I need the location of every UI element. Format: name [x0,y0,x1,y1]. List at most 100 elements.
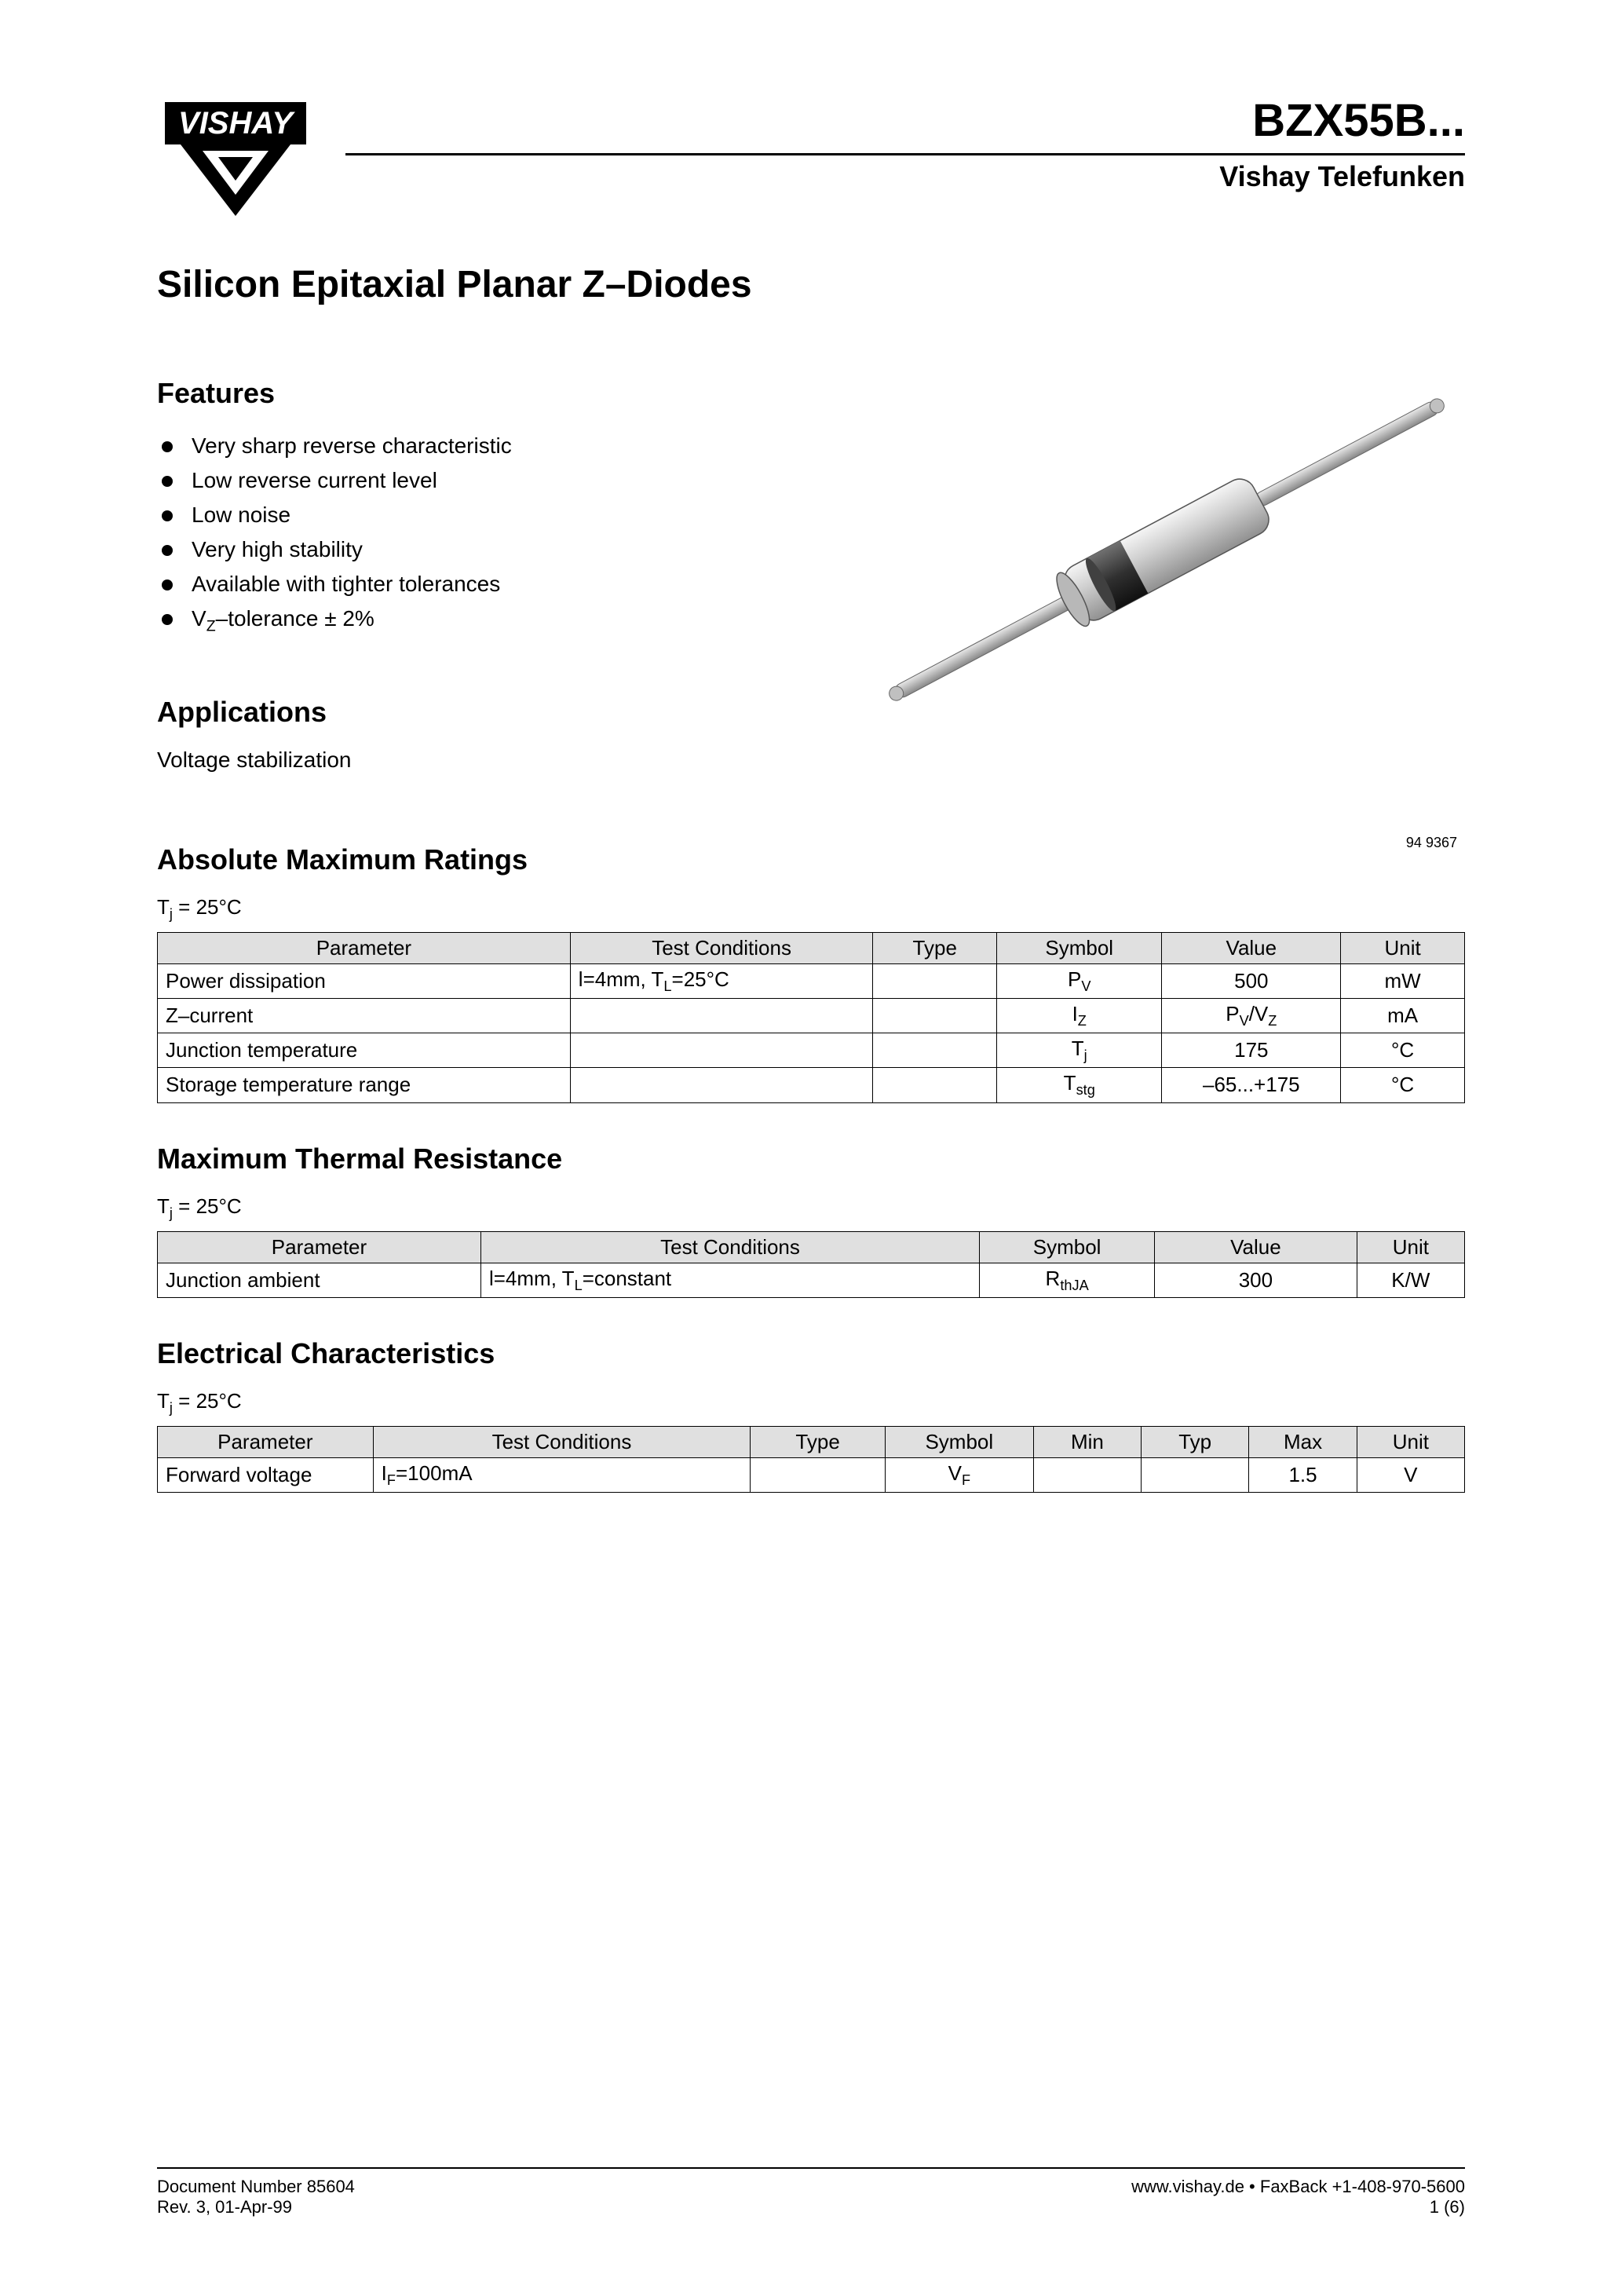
table-row: Junction temperature Tj175°C [158,1033,1465,1068]
feature-item: Available with tighter tolerances [157,567,837,601]
electrical-heading: Electrical Characteristics [157,1337,1465,1370]
table-header: Value [1155,1231,1357,1263]
table-cell: 300 [1155,1263,1357,1297]
table-header: Max [1249,1427,1357,1458]
feature-item: Very sharp reverse characteristic [157,429,837,463]
part-number: BZX55B... [345,94,1465,147]
table-cell: l=4mm, TL=25°C [570,963,873,998]
table-header: Unit [1341,932,1465,963]
features-list: Very sharp reverse characteristic Low re… [157,429,837,641]
revision: Rev. 3, 01-Apr-99 [157,2197,355,2217]
table-row: Storage temperature rangeTstg–65...+175°… [158,1068,1465,1102]
feature-item: VZ–tolerance ± 2% [157,601,837,641]
table-cell [1033,1458,1141,1493]
table-cell: PV [997,963,1162,998]
vishay-logo: VISHAY [157,94,314,224]
table-cell: IF=100mA [373,1458,751,1493]
table-cell: mA [1341,998,1465,1033]
brand-subtitle: Vishay Telefunken [345,160,1465,193]
table-cell: K/W [1357,1263,1464,1297]
table-cell [873,1068,997,1102]
table-row: Power dissipationl=4mm, TL=25°CPV500mW [158,963,1465,998]
table-cell: V [1357,1458,1464,1493]
table-cell: –65...+175 [1162,1068,1341,1102]
table-header: Symbol [885,1427,1033,1458]
table-cell: PV/VZ [1162,998,1341,1033]
table-cell: RthJA [980,1263,1155,1297]
table-header: Test Conditions [480,1231,979,1263]
table-header: Unit [1357,1427,1464,1458]
document-number: Document Number 85604 [157,2177,355,2197]
table-header: Parameter [158,1427,374,1458]
diode-illustration [868,377,1465,722]
page-number: 1 (6) [1131,2197,1465,2217]
table-cell: °C [1341,1068,1465,1102]
table-cell: Z–current [158,998,571,1033]
table-header: Value [1162,932,1341,963]
table-cell: IZ [997,998,1162,1033]
table-cell [873,963,997,998]
table-cell: 1.5 [1249,1458,1357,1493]
table-cell: 500 [1162,963,1341,998]
table-header: Min [1033,1427,1141,1458]
table-row: Junction ambientl=4mm, TL=constantRthJA3… [158,1263,1465,1297]
table-header: Parameter [158,932,571,963]
table-cell [873,1033,997,1068]
logo-text: VISHAY [178,106,295,141]
thermal-heading: Maximum Thermal Resistance [157,1143,1465,1175]
footer-right: www.vishay.de • FaxBack +1-408-970-5600 … [1131,2177,1465,2217]
table-row: Forward voltageIF=100mA VF 1.5V [158,1458,1465,1493]
table-header: Test Conditions [570,932,873,963]
table-header: Parameter [158,1231,481,1263]
table-header: Unit [1357,1231,1464,1263]
table-cell [570,998,873,1033]
table-cell [570,1068,873,1102]
main-title: Silicon Epitaxial Planar Z–Diodes [157,263,1465,306]
applications-heading: Applications [157,696,837,729]
table-cell [1142,1458,1249,1493]
table-cell: mW [1341,963,1465,998]
table-cell: 175 [1162,1033,1341,1068]
footer-rule [157,2167,1465,2169]
table-header: Typ [1142,1427,1249,1458]
vishay-logo-svg: VISHAY [157,94,314,220]
electrical-table: ParameterTest ConditionsTypeSymbolMinTyp… [157,1426,1465,1493]
header-rule [345,153,1465,155]
table-header: Test Conditions [373,1427,751,1458]
table-cell: °C [1341,1033,1465,1068]
header-right: BZX55B... Vishay Telefunken [345,94,1465,193]
table-cell: l=4mm, TL=constant [480,1263,979,1297]
page-footer: Document Number 85604 Rev. 3, 01-Apr-99 … [157,2167,1465,2217]
abs-max-table: ParameterTest ConditionsTypeSymbolValueU… [157,932,1465,1103]
feature-item: Very high stability [157,532,837,567]
applications-text: Voltage stabilization [157,748,837,773]
feature-item: Low reverse current level [157,463,837,498]
table-header: Symbol [980,1231,1155,1263]
table-header: Type [751,1427,886,1458]
table-cell: VF [885,1458,1033,1493]
table-cell: Tstg [997,1068,1162,1102]
table-cell [873,998,997,1033]
table-cell: Forward voltage [158,1458,374,1493]
diode-image-col: 94 9367 [868,377,1465,843]
table-cell: Junction temperature [158,1033,571,1068]
features-heading: Features [157,377,837,410]
table-row: Z–current IZPV/VZmA [158,998,1465,1033]
image-reference-label: 94 9367 [1406,835,1457,851]
features-applications-row: Features Very sharp reverse characterist… [157,377,1465,843]
table-cell: Junction ambient [158,1263,481,1297]
abs-max-heading: Absolute Maximum Ratings [157,843,1465,876]
footer-left: Document Number 85604 Rev. 3, 01-Apr-99 [157,2177,355,2217]
thermal-condition: Tj = 25°C [157,1194,1465,1222]
feature-item: Low noise [157,498,837,532]
table-cell [570,1033,873,1068]
table-cell [751,1458,886,1493]
thermal-table: ParameterTest ConditionsSymbolValueUnitJ… [157,1231,1465,1298]
footer-web: www.vishay.de • FaxBack +1-408-970-5600 [1131,2177,1465,2197]
table-header: Type [873,932,997,963]
table-cell: Tj [997,1033,1162,1068]
features-applications-col: Features Very sharp reverse characterist… [157,377,837,843]
abs-max-condition: Tj = 25°C [157,895,1465,923]
page-header: VISHAY BZX55B... Vishay Telefunken [157,94,1465,224]
table-header: Symbol [997,932,1162,963]
